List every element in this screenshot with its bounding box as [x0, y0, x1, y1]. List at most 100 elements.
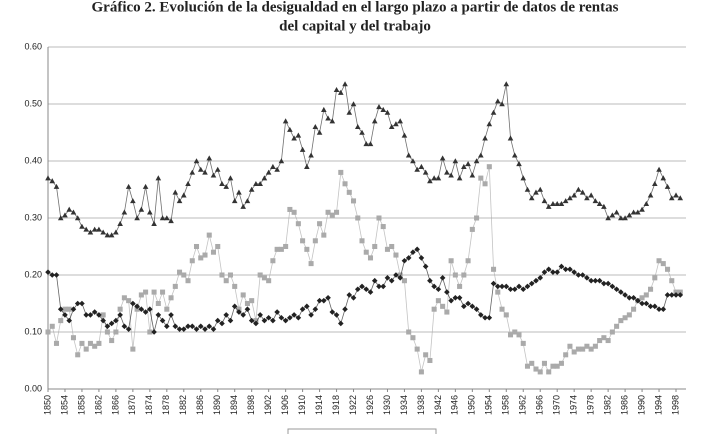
- data-point: [138, 206, 145, 212]
- data-point: [219, 181, 225, 187]
- data-point: [96, 340, 102, 346]
- data-point: [299, 306, 306, 312]
- legend-box: [287, 428, 437, 434]
- data-point: [380, 283, 387, 290]
- x-tick-label: 1950: [467, 395, 477, 415]
- data-point: [210, 249, 217, 255]
- data-point: [172, 283, 178, 289]
- data-point: [643, 200, 650, 206]
- data-point: [622, 215, 628, 221]
- data-point: [130, 346, 136, 352]
- data-point: [431, 306, 437, 312]
- data-point: [423, 352, 429, 358]
- data-point: [253, 318, 259, 324]
- data-point: [138, 292, 144, 298]
- data-point: [435, 298, 441, 304]
- data-point: [83, 226, 89, 232]
- data-point: [363, 286, 370, 293]
- data-point: [240, 292, 246, 298]
- data-point: [350, 295, 357, 301]
- data-point: [325, 295, 331, 301]
- data-point: [210, 326, 217, 332]
- data-point: [499, 306, 505, 312]
- data-point: [414, 346, 420, 352]
- data-point: [291, 209, 297, 215]
- data-point: [418, 369, 424, 375]
- data-point: [524, 186, 531, 192]
- data-point: [601, 203, 607, 209]
- data-point: [185, 323, 191, 330]
- data-point: [342, 306, 348, 312]
- data-point: [244, 300, 250, 307]
- data-point: [584, 275, 590, 281]
- data-point: [53, 183, 60, 189]
- data-point: [70, 335, 76, 341]
- data-point: [126, 298, 132, 304]
- data-point: [66, 206, 73, 212]
- data-point: [223, 183, 230, 189]
- data-point: [295, 314, 302, 321]
- data-point: [380, 224, 386, 230]
- data-point: [435, 286, 442, 293]
- x-tick-label: 1962: [518, 395, 528, 415]
- data-point: [113, 317, 119, 324]
- data-point: [142, 183, 149, 189]
- data-point: [189, 169, 196, 175]
- data-point: [618, 318, 624, 324]
- data-point: [270, 163, 276, 169]
- x-tick-label: 1894: [229, 395, 239, 415]
- data-point: [393, 121, 399, 127]
- data-point: [486, 121, 493, 127]
- data-point: [367, 141, 374, 147]
- x-tick-label: 1958: [501, 395, 511, 415]
- data-point: [597, 338, 603, 344]
- data-point: [622, 292, 628, 298]
- data-point: [168, 295, 174, 301]
- data-point: [461, 272, 467, 278]
- data-point: [270, 258, 276, 264]
- data-point: [134, 306, 140, 312]
- data-point: [134, 215, 140, 221]
- data-point: [401, 278, 407, 284]
- data-point: [244, 306, 251, 312]
- data-point: [562, 198, 569, 204]
- data-point: [278, 246, 284, 252]
- data-point: [354, 286, 361, 293]
- data-point: [677, 195, 684, 201]
- data-point: [482, 314, 488, 321]
- data-point: [198, 255, 204, 261]
- data-point: [465, 161, 471, 167]
- data-point: [346, 292, 353, 298]
- data-point: [673, 292, 679, 298]
- data-point: [193, 158, 200, 164]
- x-tick-label: 1890: [212, 395, 222, 415]
- data-point: [143, 289, 149, 295]
- data-point: [516, 283, 522, 290]
- data-point: [232, 283, 238, 289]
- data-point: [249, 298, 255, 304]
- data-point: [236, 309, 242, 315]
- data-point: [66, 317, 73, 324]
- data-point: [151, 329, 157, 335]
- data-point: [656, 258, 662, 264]
- data-point: [189, 323, 196, 330]
- data-point: [626, 312, 632, 318]
- data-point: [473, 158, 480, 164]
- data-point: [401, 257, 408, 264]
- x-tick-label: 1878: [161, 395, 171, 415]
- data-point: [130, 300, 136, 307]
- data-point: [49, 178, 56, 184]
- data-point: [253, 320, 259, 327]
- data-point: [359, 238, 365, 244]
- data-point: [197, 323, 204, 330]
- data-point: [282, 317, 289, 324]
- data-point: [108, 320, 115, 327]
- data-point: [550, 269, 556, 275]
- data-point: [677, 289, 683, 295]
- data-point: [376, 283, 382, 290]
- data-point: [265, 169, 272, 175]
- data-point: [508, 332, 514, 338]
- data-point: [227, 317, 234, 324]
- data-point: [363, 249, 369, 255]
- data-point: [287, 314, 293, 321]
